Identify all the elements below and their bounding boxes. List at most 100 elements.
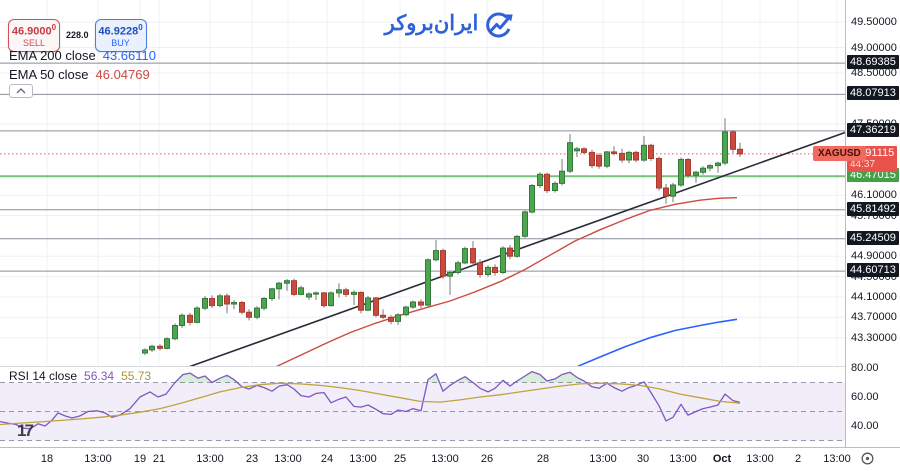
price-pane[interactable] <box>0 0 845 366</box>
candle <box>462 246 468 265</box>
time-axis[interactable]: 18 13:00 19 21 13:00 23 13:00 24 13:00 25 13:00 26 2… <box>0 447 900 471</box>
bar-countdown: 44:37 <box>850 158 876 170</box>
candle <box>492 264 498 276</box>
time-label: 28 <box>536 453 550 465</box>
candle <box>581 147 587 155</box>
candle <box>477 259 483 278</box>
candle <box>455 260 461 275</box>
candle <box>410 300 416 309</box>
time-label: 26 <box>480 453 494 465</box>
candle <box>685 158 691 178</box>
pane-separator[interactable] <box>0 366 900 367</box>
rsi-ma-value: 55.73 <box>121 369 152 383</box>
legend-ema200[interactable]: EMA 200 close 43.66110 <box>9 48 156 63</box>
candle <box>529 184 535 214</box>
candle <box>707 164 713 172</box>
ema200-line[interactable] <box>577 318 738 366</box>
candle <box>358 291 364 314</box>
sell-button[interactable]: 46.90000 SELL <box>8 19 60 52</box>
candle <box>202 295 208 311</box>
price-label: 44.90000 <box>851 250 897 263</box>
candle <box>209 295 215 309</box>
candle <box>514 234 520 258</box>
candle <box>164 337 170 350</box>
candle <box>157 344 163 351</box>
level-price-badge: 47.36219 <box>847 122 899 137</box>
legend-ema50[interactable]: EMA 50 close 46.04769 <box>9 67 150 82</box>
candle <box>544 172 550 194</box>
candle <box>589 149 595 169</box>
candle <box>611 146 617 156</box>
candle <box>440 248 446 279</box>
rsi-ma-line <box>0 382 741 426</box>
rsi-scale-label: 60.00 <box>851 391 879 403</box>
time-label: 13:00 <box>589 453 617 465</box>
candle <box>700 166 706 175</box>
candle <box>298 285 304 296</box>
candle <box>403 305 409 317</box>
candle <box>291 278 297 296</box>
candle <box>365 295 371 312</box>
rsi-name: RSI 14 close <box>9 369 78 383</box>
symbol-chip: XAGUSD <box>813 145 866 161</box>
level-price-badge: 45.81492 <box>847 201 899 216</box>
candle <box>261 297 267 311</box>
candle <box>395 313 401 325</box>
price-label: 46.10000 <box>851 189 897 202</box>
candle <box>626 150 632 164</box>
candle <box>269 287 275 301</box>
candle <box>670 182 676 203</box>
time-label: 24 <box>320 453 334 465</box>
level-price-badge: 48.69385 <box>847 55 899 70</box>
ema200-name: EMA 200 close <box>9 48 96 63</box>
trade-panel: 46.90000 SELL 228.0 46.92280 BUY <box>8 19 147 52</box>
rsi-value: 56.34 <box>84 369 115 383</box>
candle <box>433 239 439 262</box>
candle <box>284 279 290 291</box>
candle <box>336 283 342 298</box>
candle <box>239 301 245 315</box>
broker-logo: ایران‌بروکر <box>385 7 516 39</box>
rsi-scale-label: 80.00 <box>851 362 879 374</box>
price-label: 43.30000 <box>851 331 897 344</box>
sell-label: SELL <box>22 37 46 48</box>
candle <box>306 292 312 300</box>
broker-logo-text: ایران‌بروکر <box>384 11 479 35</box>
candle <box>351 290 357 306</box>
collapse-legend-button[interactable] <box>9 84 33 98</box>
buy-button[interactable]: 46.92280 BUY <box>94 19 147 52</box>
candle <box>678 157 684 187</box>
ema50-name: EMA 50 close <box>9 67 89 82</box>
candle <box>648 143 654 161</box>
ema50-line[interactable] <box>275 197 738 366</box>
candle <box>485 265 491 277</box>
time-label: 23 <box>245 453 259 465</box>
candle <box>730 130 736 153</box>
candle <box>537 172 543 188</box>
time-label: 2 <box>794 453 802 465</box>
candle <box>425 258 431 307</box>
price-axis[interactable]: 49.5000049.0000048.5000047.5000046.10000… <box>845 0 900 447</box>
candle <box>343 287 349 297</box>
candle <box>142 348 148 355</box>
time-label: 13:00 <box>669 453 697 465</box>
time-label: 25 <box>393 453 407 465</box>
legend-rsi[interactable]: RSI 14 close 56.34 55.73 <box>9 369 151 383</box>
gear-icon[interactable] <box>860 451 875 466</box>
candle <box>693 170 699 183</box>
time-label: 13:00 <box>746 453 774 465</box>
level-price-badge: 45.24509 <box>847 230 899 245</box>
candle <box>313 291 319 300</box>
candle <box>500 246 506 274</box>
candle <box>328 291 334 307</box>
candle <box>231 300 237 310</box>
level-price-badge: 48.07913 <box>847 86 899 101</box>
buy-label: BUY <box>111 37 130 48</box>
candle <box>373 297 379 318</box>
current-price-badge: 46.91115 44:37 <box>847 145 898 172</box>
time-label: 13:00 <box>349 453 377 465</box>
rsi-pane[interactable] <box>0 366 845 447</box>
candle <box>321 291 327 308</box>
candle <box>574 146 580 157</box>
